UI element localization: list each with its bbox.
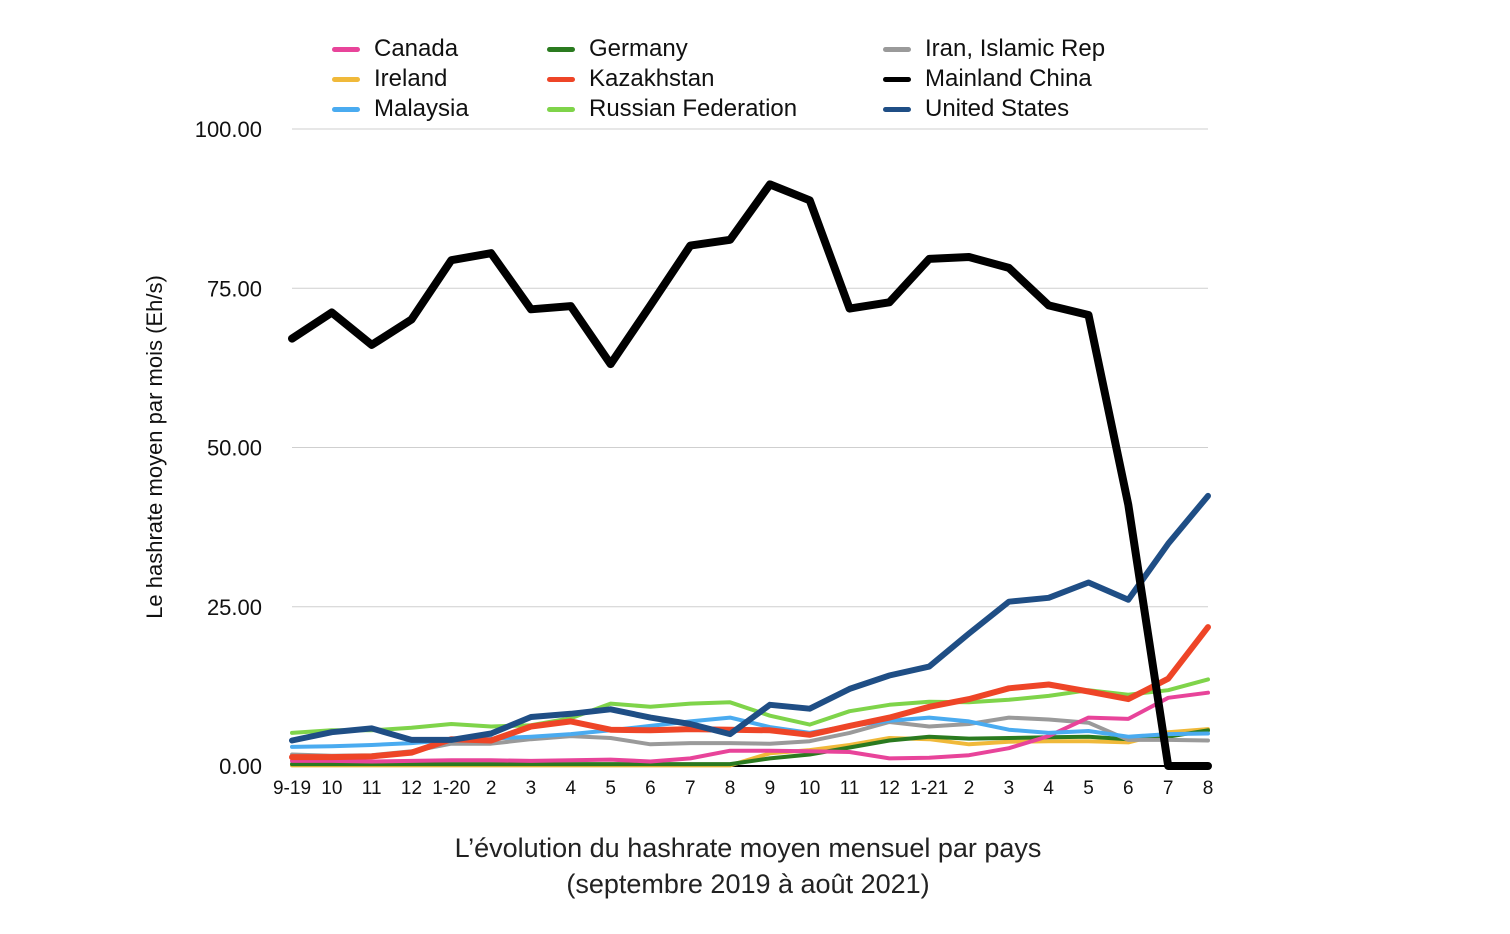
x-tick-label: 7 [685, 778, 696, 799]
x-tick-label: 8 [725, 778, 736, 799]
legend-item-mainland-china: Mainland China [883, 64, 1092, 94]
legend-swatch-russian-federation [547, 106, 575, 112]
y-tick-label: 75.00 [207, 276, 262, 301]
y-tick-label: 0.00 [219, 754, 262, 779]
legend-swatch-iran [883, 46, 911, 52]
legend-swatch-germany [547, 46, 575, 52]
legend-label: Ireland [374, 65, 448, 92]
x-tick-label: 7 [1163, 778, 1174, 799]
legend-item-iran: Iran, Islamic Rep [883, 34, 1105, 64]
legend-item-russian-federation: Russian Federation [547, 94, 797, 124]
x-tick-label: 10 [321, 778, 342, 799]
x-tick-label: 6 [645, 778, 656, 799]
x-tick-label: 8 [1203, 778, 1214, 799]
legend-label: Malaysia [374, 95, 469, 122]
x-axis-ticks: 9-19 10 11 12 1-20 2 3 4 5 6 7 8 9 10 11 12 1-21 2 3 4 5 6 7 8 [273, 778, 1213, 799]
legend-item-ireland: Ireland [332, 64, 447, 94]
x-tick-label: 2 [486, 778, 497, 799]
legend-swatch-ireland [332, 76, 360, 82]
legend-label: Russian Federation [589, 95, 798, 122]
series-line-russian-federation [290, 677, 1210, 735]
y-tick-label: 25.00 [207, 595, 262, 620]
legend-label: Mainland China [925, 65, 1092, 92]
y-tick-label: 50.00 [207, 436, 262, 461]
series-lines [288, 180, 1212, 770]
legend-label: United States [925, 95, 1070, 122]
gridlines [292, 128, 1208, 608]
legend-item-canada: Canada [332, 34, 458, 64]
legend-label: Germany [589, 35, 688, 62]
legend-swatch-canada [332, 46, 360, 52]
x-tick-label: 5 [605, 778, 616, 799]
x-tick-label: 12 [401, 778, 422, 799]
chart-title-main: L’évolution du hashrate moyen mensuel pa… [454, 833, 1042, 863]
legend-swatch-kazakhstan [547, 76, 575, 82]
legend-swatch-malaysia [332, 106, 360, 112]
legend: Canada Ireland Malaysia Germany Kazakhst… [0, 0, 1510, 130]
x-tick-label: 11 [840, 778, 860, 799]
x-tick-label: 9-19 [273, 778, 311, 799]
x-tick-label: 3 [526, 778, 537, 799]
legend-item-kazakhstan: Kazakhstan [547, 64, 714, 94]
x-tick-label: 4 [565, 778, 576, 799]
series-line-mainland-china [288, 180, 1212, 770]
legend-swatch-united-states [883, 106, 911, 112]
x-tick-label: 5 [1083, 778, 1094, 799]
x-tick-label: 3 [1004, 778, 1015, 799]
legend-item-germany: Germany [547, 34, 688, 64]
x-tick-label: 1-21 [910, 778, 948, 799]
legend-item-united-states: United States [883, 94, 1069, 124]
x-tick-label: 1-20 [432, 778, 470, 799]
x-tick-label: 12 [879, 778, 900, 799]
y-axis-title: Le hashrate moyen par mois (Eh/s) [142, 275, 167, 619]
legend-swatch-mainland-china [883, 76, 911, 82]
series-line-germany [290, 728, 1210, 767]
x-tick-label: 4 [1043, 778, 1054, 799]
x-tick-label: 9 [765, 778, 776, 799]
chart-title: L’évolution du hashrate moyen mensuel pa… [348, 830, 1148, 902]
chart-subtitle: (septembre 2019 à août 2021) [566, 869, 930, 899]
x-tick-label: 2 [964, 778, 975, 799]
x-tick-label: 10 [799, 778, 820, 799]
legend-item-malaysia: Malaysia [332, 94, 469, 124]
x-tick-label: 6 [1123, 778, 1134, 799]
series-line-iran-islamic-rep [290, 715, 1210, 758]
y-axis-ticks: 0.00 25.00 50.00 75.00 100.00 [195, 117, 262, 779]
series-line-united-states [289, 492, 1211, 744]
x-tick-label: 11 [362, 778, 382, 799]
legend-label: Iran, Islamic Rep [925, 35, 1106, 62]
legend-label: Canada [374, 35, 459, 62]
y-tick-label: 100.00 [195, 117, 262, 142]
legend-label: Kazakhstan [589, 65, 715, 92]
